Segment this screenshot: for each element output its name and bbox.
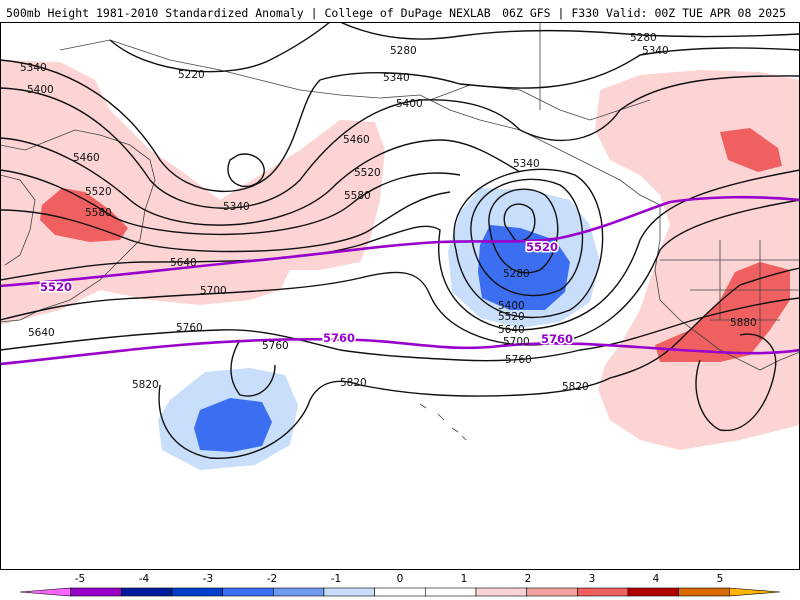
legend-swatch-5 [273,587,325,597]
legend-swatch-14 [729,587,781,597]
label-5520-gulf: 5520 [498,311,525,323]
contour-5400 [0,75,800,209]
legend-swatch-11 [577,587,629,597]
legend-swatch-3 [171,587,223,597]
label-5340-nw: 5340 [20,62,47,74]
label-5640-gulf: 5640 [498,324,525,336]
header-bar: 500mb Height 1981-2010 Standardized Anom… [0,0,800,22]
legend-tick-9: 4 [653,573,660,585]
legend-tick-3: -2 [267,573,277,585]
legend-tick-2: -3 [203,573,213,585]
neg-anomaly-gulf-core [478,225,570,310]
label-5220: 5220 [178,69,205,81]
legend-swatch-1 [70,587,122,597]
contour-label-group: 5340 5400 5460 5520 5580 5220 5340 5640 … [20,32,757,393]
legend-swatch-7 [374,587,426,597]
contour-low-ring-1 [488,188,559,274]
label-5580-w: 5580 [85,207,112,219]
label-5460-c: 5460 [343,134,370,146]
pos-anomaly-canada-core [720,128,782,172]
contour-5760-loop [230,339,276,397]
legend-swatch-12 [627,587,679,597]
legend-swatch-2 [121,587,173,597]
contour-5640 [0,169,800,331]
label-5820-c: 5820 [340,377,367,389]
legend-tick-7: 2 [525,573,532,585]
coastlines [0,22,800,441]
highlight-5520 [0,195,800,288]
highlighted-contours [0,195,800,366]
legend-swatch-10 [526,587,578,597]
label-5580-c: 5580 [344,190,371,202]
label-5760-loop: 5760 [262,340,289,352]
pos-anomaly-west-core [40,188,128,242]
legend-tick-5: 0 [397,573,404,585]
contour-5700 [0,199,800,346]
label-5400-nw: 5400 [27,84,54,96]
label-5640-sw: 5640 [28,327,55,339]
contour-5220 [109,22,331,73]
highlight-label-5520-gulf: 5520 [526,240,558,254]
legend-tick-10: 5 [717,573,724,585]
label-5340-n: 5340 [383,72,410,84]
highlight-label-5520-w: 5520 [40,280,72,294]
legend-swatch-6 [323,587,375,597]
height-contours [0,22,800,459]
highlight-label-5760-c: 5760 [323,331,355,345]
highlight-5760 [0,337,800,366]
label-5520-c: 5520 [354,167,381,179]
contour-5760 [0,297,800,362]
legend-swatch-13 [678,587,730,597]
highlight-label-5760-e: 5760 [541,332,573,346]
map-panel: 5340 5400 5460 5520 5580 5220 5340 5640 … [0,22,800,570]
legend-tick-0: -5 [75,573,85,585]
legend-tick-6: 1 [461,573,468,585]
contour-5520 [0,169,461,236]
legend-tick-labels: -5 -4 -3 -2 -1 0 1 2 3 4 5 [75,573,724,585]
model-run-label: 06Z GFS | F330 Valid: 00Z TUE APR 08 202… [502,6,786,20]
label-5700-w: 5700 [200,285,227,297]
label-5460-w: 5460 [73,152,100,164]
label-5280-n: 5280 [390,45,417,57]
contour-5880 [695,333,777,432]
legend-swatch-8 [425,587,477,597]
legend-color-bar [19,587,781,597]
label-5700-gulf: 5700 [503,336,530,348]
contour-5280-east [339,22,800,40]
label-5340-low: 5340 [223,201,250,213]
label-5760-gulf: 5760 [505,354,532,366]
contour-5460 [0,137,521,226]
map-title: 500mb Height 1981-2010 Standardized Anom… [6,6,491,20]
label-5340-ne: 5340 [642,45,669,57]
contour-5280 [227,153,265,188]
legend-tick-1: -4 [139,573,150,585]
legend-tick-8: 3 [589,573,596,585]
label-5400-gulf: 5400 [498,300,525,312]
label-5820-w: 5820 [132,379,159,391]
contour-5340 [0,47,800,193]
label-5640-w: 5640 [170,257,197,269]
contour-low-ring-3 [453,168,604,319]
legend-swatch-0 [19,587,71,597]
label-5280-ne: 5280 [630,32,657,44]
contour-5580 [0,191,451,253]
label-5400-n: 5400 [396,98,423,110]
colorbar-legend: -5 -4 -3 -2 -1 0 1 2 3 4 5 [19,573,781,597]
label-5820-e: 5820 [562,381,589,393]
anomaly-shading [0,60,800,470]
highlight-label-group: 5520 5520 5760 5760 [39,239,575,348]
legend-tick-4: -1 [331,573,341,585]
label-5280-gulf: 5280 [503,268,530,280]
label-5880: 5880 [730,317,757,329]
label-5520-w: 5520 [85,186,112,198]
label-5760-w: 5760 [176,322,203,334]
neg-anomaly-central-core [194,398,272,452]
label-5340-gulf: 5340 [513,158,540,170]
legend-swatch-9 [475,587,527,597]
contour-5820 [158,267,800,459]
legend-swatch-4 [222,587,274,597]
pos-anomaly-west-pacific [0,60,385,325]
